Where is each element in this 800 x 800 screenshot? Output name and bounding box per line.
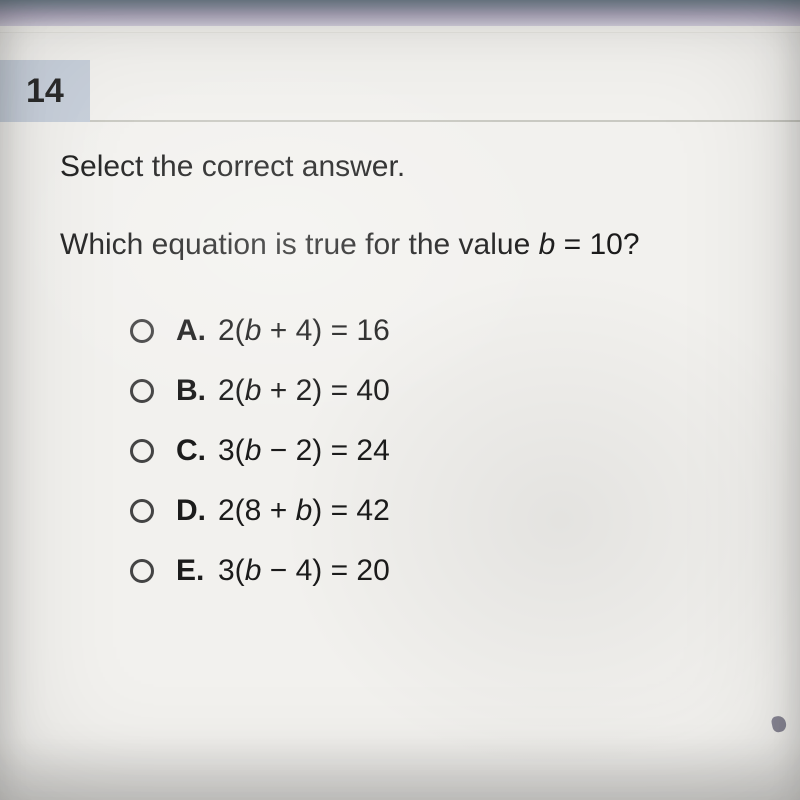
question-variable: b: [539, 228, 556, 261]
question-number-box: 14: [0, 60, 90, 122]
option-equation: 2(b + 4) = 16: [218, 314, 390, 348]
option-equation: 2(b + 2) = 40: [218, 374, 390, 408]
option-letter: D.: [176, 494, 218, 528]
question-content: Select the correct answer. Which equatio…: [60, 150, 760, 614]
question-text: Which equation is true for the value b =…: [60, 228, 760, 262]
option-a[interactable]: A. 2(b + 4) = 16: [130, 314, 760, 348]
radio-icon[interactable]: [130, 439, 154, 463]
option-letter: C.: [176, 434, 218, 468]
radio-icon[interactable]: [130, 319, 154, 343]
question-number: 14: [26, 72, 64, 110]
option-equation: 2(8 + b) = 42: [218, 494, 390, 528]
option-b[interactable]: B. 2(b + 2) = 40: [130, 374, 760, 408]
radio-icon[interactable]: [130, 499, 154, 523]
question-prefix: Which equation is true for the value: [60, 228, 539, 261]
question-header: 14: [0, 60, 800, 122]
option-letter: E.: [176, 554, 218, 588]
option-equation: 3(b − 2) = 24: [218, 434, 390, 468]
window-top-band: [0, 0, 800, 28]
options-list: A. 2(b + 4) = 16 B. 2(b + 2) = 40 C. 3(b…: [130, 314, 760, 588]
option-letter: A.: [176, 314, 218, 348]
option-equation: 3(b − 4) = 20: [218, 554, 390, 588]
option-letter: B.: [176, 374, 218, 408]
option-c[interactable]: C. 3(b − 2) = 24: [130, 434, 760, 468]
stray-mark: [770, 715, 787, 734]
option-e[interactable]: E. 3(b − 4) = 20: [130, 554, 760, 588]
question-suffix: = 10?: [555, 228, 639, 261]
option-d[interactable]: D. 2(8 + b) = 42: [130, 494, 760, 528]
header-rule: [90, 120, 800, 122]
radio-icon[interactable]: [130, 379, 154, 403]
instruction-text: Select the correct answer.: [60, 150, 760, 184]
radio-icon[interactable]: [130, 559, 154, 583]
